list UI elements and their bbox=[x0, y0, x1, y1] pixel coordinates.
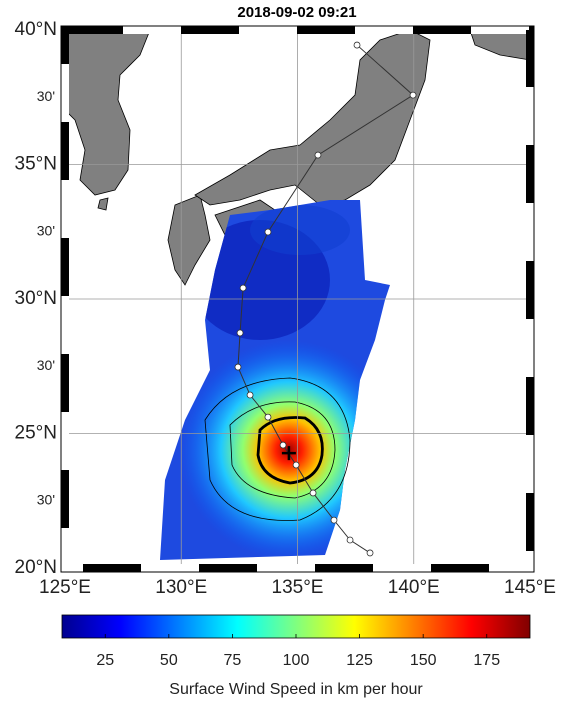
hokkaido bbox=[469, 30, 530, 61]
track-point bbox=[309, 489, 317, 497]
colorbar-tick-label: 100 bbox=[283, 652, 310, 669]
y-minor-tick-label: 30' bbox=[37, 88, 55, 104]
track-point bbox=[346, 536, 354, 544]
kyushu bbox=[167, 194, 211, 286]
track-point bbox=[353, 41, 361, 49]
track-point bbox=[239, 284, 247, 292]
colorbar-ticks: 25 50 75 100 125 150 175 bbox=[96, 634, 500, 669]
honshu bbox=[194, 30, 431, 206]
axes: 125°E 130°E 135°E 140°E 145°E 20°N 25°N 30°N 35°… bbox=[15, 19, 556, 598]
track-point bbox=[292, 461, 300, 469]
frame-checker bbox=[61, 26, 534, 572]
x-tick-label: 125°E bbox=[39, 577, 91, 598]
track-point bbox=[330, 516, 338, 524]
y-tick-label: 40°N bbox=[15, 19, 57, 40]
track-point bbox=[279, 441, 287, 449]
y-minor-tick-label: 30' bbox=[37, 222, 55, 238]
track-point bbox=[246, 391, 254, 399]
korea bbox=[65, 30, 151, 196]
tsushima bbox=[97, 197, 109, 211]
colorbar-label: Surface Wind Speed in km per hour bbox=[169, 681, 423, 698]
colorbar-tick-label: 175 bbox=[473, 652, 500, 669]
track-point bbox=[314, 151, 322, 159]
track-point bbox=[264, 413, 272, 421]
y-minor-tick-label: 30' bbox=[37, 491, 55, 507]
track bbox=[234, 41, 417, 557]
x-tick-label: 130°E bbox=[155, 577, 207, 598]
track-point bbox=[409, 91, 417, 99]
track-point bbox=[236, 329, 244, 337]
colorbar-tick-label: 125 bbox=[346, 652, 373, 669]
storm-center bbox=[281, 446, 296, 461]
y-minor-tick-label: 30' bbox=[37, 357, 55, 373]
grid bbox=[65, 30, 530, 568]
wind-contours bbox=[204, 377, 351, 521]
y-tick-label: 30°N bbox=[15, 288, 57, 309]
track-point bbox=[234, 363, 242, 371]
y-tick-label: 35°N bbox=[15, 154, 57, 175]
frame-outline bbox=[60, 25, 535, 573]
x-tick-label: 140°E bbox=[388, 577, 440, 598]
y-tick-label: 20°N bbox=[15, 557, 57, 578]
x-tick-label: 135°E bbox=[272, 577, 324, 598]
colorbar-tick-label: 75 bbox=[224, 652, 242, 669]
colorbar-tick-label: 150 bbox=[410, 652, 437, 669]
y-tick-label: 25°N bbox=[15, 423, 57, 444]
colorbar-tick-label: 25 bbox=[96, 652, 114, 669]
x-tick-label: 145°E bbox=[504, 577, 556, 598]
map-title: 2018-09-02 09:21 bbox=[237, 4, 356, 21]
colorbar-tick-label: 50 bbox=[160, 652, 178, 669]
track-point bbox=[264, 228, 272, 236]
track-point bbox=[366, 549, 374, 557]
